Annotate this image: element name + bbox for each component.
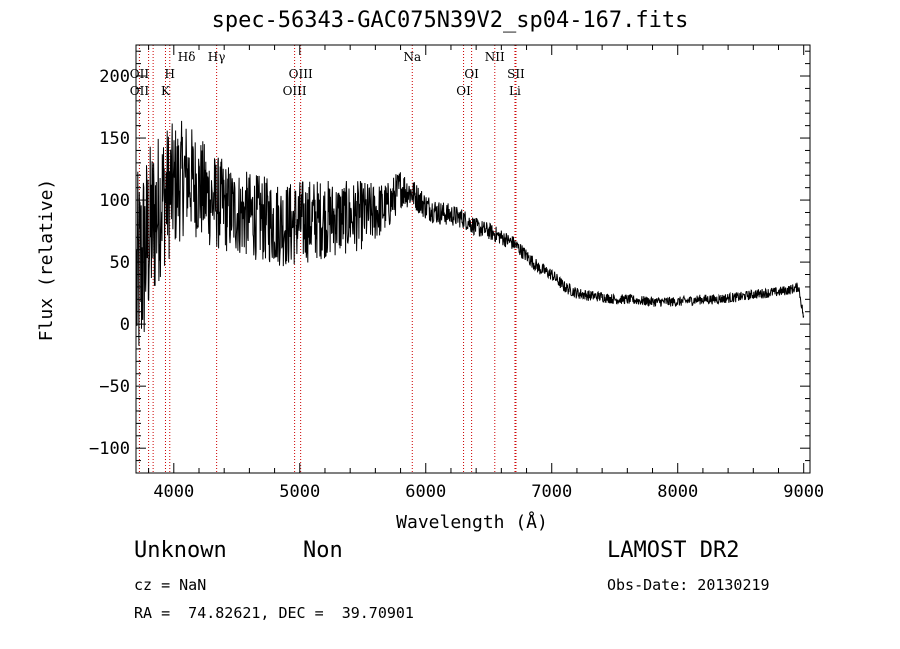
spectral-line-label: OII	[130, 84, 150, 98]
survey-label: LAMOST DR2	[607, 538, 740, 563]
class-label: Unknown	[134, 538, 227, 563]
spectral-line-label: K	[161, 84, 171, 98]
line-labels: Hδ Hγ Na NII OII H OIII OI SII OII K OIII OI Li	[130, 50, 525, 98]
spectral-line-label: H	[165, 67, 175, 81]
x-tick-label: 4000	[153, 482, 194, 502]
spectral-line-label: OI	[464, 67, 479, 81]
obs-date: Obs-Date: 20130219	[607, 576, 770, 594]
x-tick-label: 5000	[279, 482, 320, 502]
spectrum-title: spec-56343-GAC075N39V2_sp04-167.fits	[211, 8, 689, 33]
spectral-line-label: NII	[485, 50, 505, 64]
spectral-line-label: OII	[130, 67, 150, 81]
spectral-line-label: Na	[403, 50, 421, 64]
spectral-line-label: OIII	[289, 67, 313, 81]
x-tick-label: 8000	[657, 482, 698, 502]
y-tick-label: 50	[110, 253, 130, 273]
x-tick-label: 6000	[405, 482, 446, 502]
spectral-line-label: OI	[456, 84, 471, 98]
y-tick-label: 100	[99, 191, 130, 211]
spectrum-line	[136, 120, 805, 346]
x-tick-label: 7000	[531, 482, 572, 502]
y-tick-label: 200	[99, 67, 130, 87]
subclass-label: Non	[303, 538, 343, 563]
radec-text: RA = 74.82621, DEC = 39.70901	[134, 604, 414, 622]
y-tick-label: −100	[89, 439, 130, 459]
spectral-line-label: Hδ	[178, 50, 196, 64]
y-tick-label: 150	[99, 129, 130, 149]
plot-frame	[135, 44, 811, 474]
x-tick-label: 9000	[783, 482, 824, 502]
spectral-line-label: Hγ	[208, 50, 226, 64]
x-axis-label: Wavelength (Å)	[396, 511, 548, 533]
spectral-line-label: Li	[509, 84, 521, 98]
y-tick-label: 0	[120, 315, 130, 335]
cz-text: cz = NaN	[134, 576, 207, 594]
axis-ticks: 4000 5000 6000 7000 8000 9000 −100 −50 0 50 100 150…	[89, 45, 824, 502]
marker-lines	[138, 45, 517, 473]
y-axis-label: Flux (relative)	[36, 179, 57, 342]
spectral-line-label: SII	[507, 67, 525, 81]
y-tick-label: −50	[99, 377, 130, 397]
spectral-line-label: OIII	[283, 84, 307, 98]
